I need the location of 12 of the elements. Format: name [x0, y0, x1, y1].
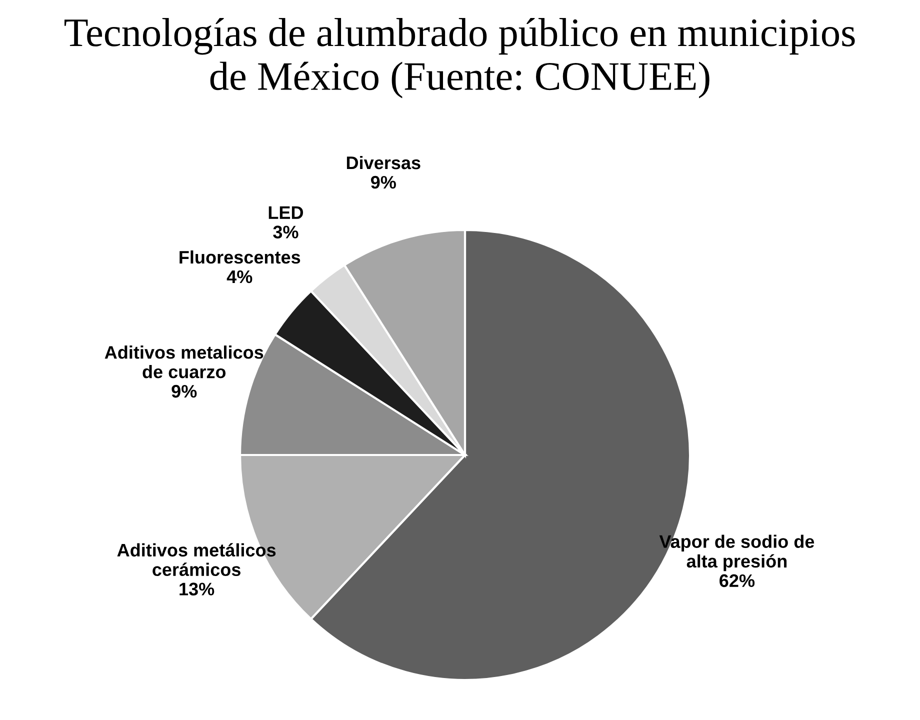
slice-label: Diversas	[346, 156, 420, 170]
data-label: 62%	[720, 574, 755, 588]
data-label: 13%	[180, 582, 214, 596]
slice-label: Fluorescentes	[180, 250, 300, 264]
slice-label: Aditivos metalicos de cuarzo	[104, 346, 264, 378]
data-label: 3%	[273, 226, 298, 238]
chart-title: Tecnologías de alumbrado público en municipios de México (Fuente: CONUEE)	[64, 18, 855, 98]
slice-label: Aditivos metálicos cerámicos	[117, 543, 276, 576]
data-label: 9%	[172, 384, 197, 398]
slice-label: LED	[268, 206, 304, 219]
data-label: 4%	[226, 270, 252, 284]
data-label: 9%	[370, 176, 396, 189]
